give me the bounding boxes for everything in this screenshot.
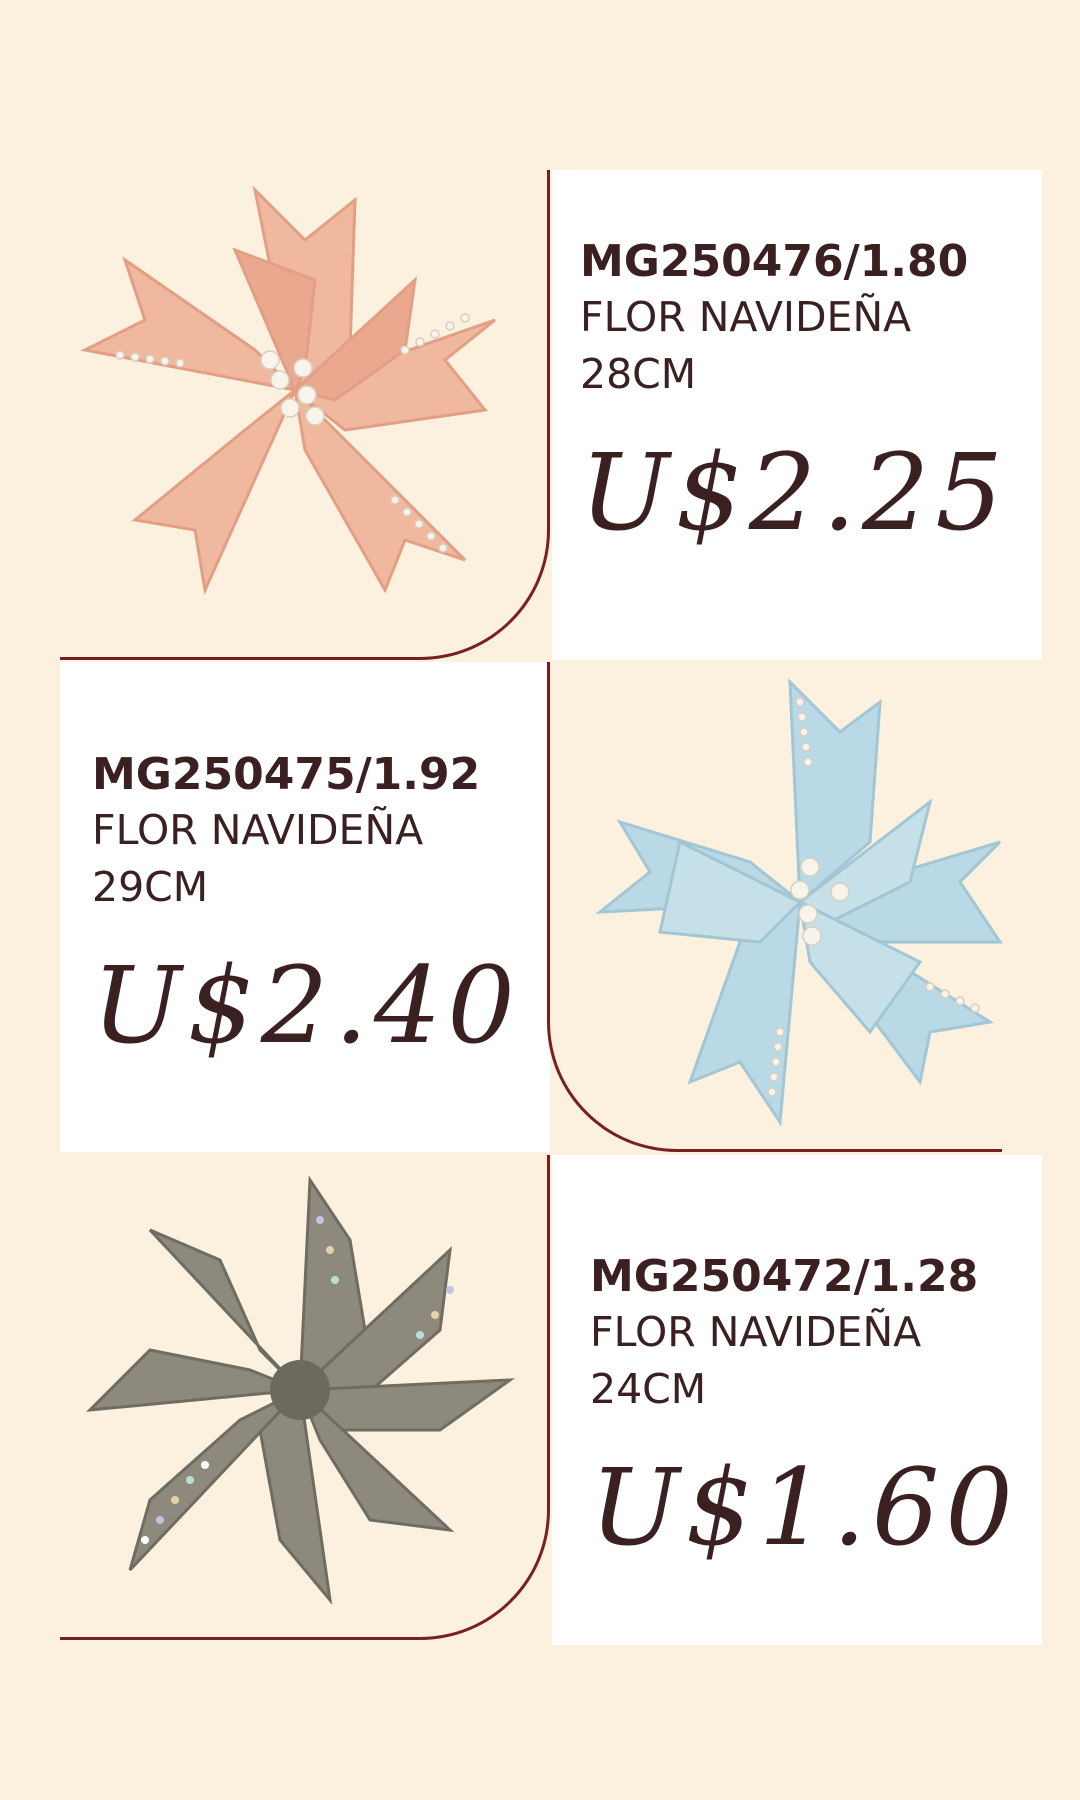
- product-2-card: [60, 662, 550, 1152]
- pink-poinsettia-petals: [80, 185, 496, 596]
- product-2-code: MG250475/1.92: [92, 749, 481, 800]
- product-3-size: 24CM: [590, 1365, 707, 1413]
- grey-poinsettia-glitter: [141, 1216, 454, 1544]
- product-1-size: 28CM: [580, 350, 697, 398]
- product-1-name: FLOR NAVIDEÑA: [580, 293, 912, 341]
- pink-poinsettia-pearls: [115, 313, 470, 553]
- product-3-code: MG250472/1.28: [590, 1251, 979, 1302]
- product-2-info: MG250475/1.92 FLOR NAVIDEÑA 29CM U$2.40: [92, 748, 521, 1067]
- product-2-size: 29CM: [92, 863, 209, 911]
- blue-poinsettia-petals: [595, 678, 1003, 1127]
- product-1-code: MG250476/1.80: [580, 236, 969, 287]
- product-3-image-panel: [60, 1155, 550, 1640]
- product-2-name: FLOR NAVIDEÑA: [92, 806, 424, 854]
- product-3-info: MG250472/1.28 FLOR NAVIDEÑA 24CM U$1.60: [590, 1250, 1019, 1569]
- product-1-info: MG250476/1.80 FLOR NAVIDEÑA 28CM U$2.25: [580, 235, 1009, 554]
- blue-poinsettia-icon: [595, 678, 1003, 1127]
- grey-glitter-poinsettia-icon: [85, 1175, 516, 1606]
- product-1-price: U$2.25: [580, 431, 1009, 554]
- blue-poinsettia-pearls: [767, 697, 980, 1097]
- pink-poinsettia-icon: [80, 185, 496, 596]
- product-2-image-panel: [547, 662, 1002, 1152]
- product-3-price: U$1.60: [590, 1446, 1019, 1569]
- grey-poinsettia-petals: [85, 1175, 516, 1606]
- product-3-name: FLOR NAVIDEÑA: [590, 1308, 922, 1356]
- product-1-card: [552, 170, 1042, 660]
- product-2-price: U$2.40: [92, 944, 521, 1067]
- product-3-card: [552, 1155, 1042, 1645]
- product-1-image-panel: [60, 170, 550, 660]
